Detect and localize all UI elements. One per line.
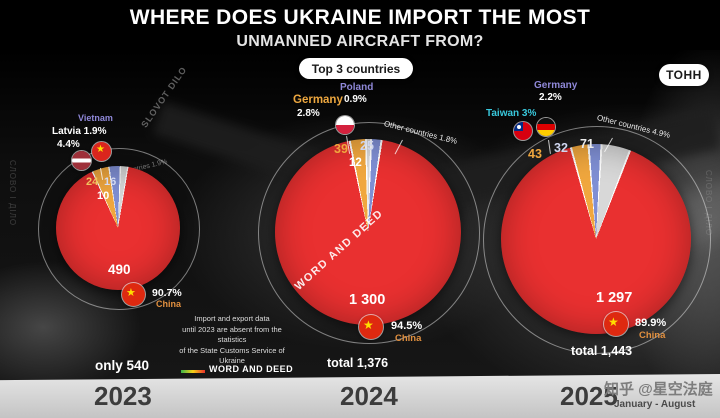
note-line-3: of the State Customs Service of Ukraine bbox=[179, 345, 285, 366]
top3-countries-badge: Top 3 countries bbox=[299, 58, 413, 79]
period-january-august: January - August bbox=[614, 399, 696, 410]
value-slice-1: 39 bbox=[334, 142, 348, 156]
pie-chart-2025 bbox=[501, 144, 691, 334]
value-china-2024: 1 300 bbox=[349, 292, 386, 308]
pie-chart-2024 bbox=[275, 139, 461, 325]
orbit-ring-2023 bbox=[38, 148, 200, 310]
label-taiwan-2025: Taiwan 3% bbox=[486, 108, 537, 119]
year-2025: 2025 bbox=[560, 381, 618, 411]
china-flag-icon: ★ bbox=[122, 283, 145, 306]
year-2024: 2024 bbox=[340, 381, 398, 411]
orbit-ring-2025 bbox=[483, 126, 711, 354]
china-flag-icon: ★ bbox=[604, 312, 628, 336]
year-2023: 2023 bbox=[94, 381, 152, 411]
note-line-1: Import and export data bbox=[194, 314, 270, 323]
value-slice-2: 32 bbox=[554, 141, 568, 155]
china-pct-2023: 90.7% bbox=[152, 287, 182, 299]
value-slice-2: 25 bbox=[360, 139, 374, 153]
latvia-flag-icon bbox=[72, 151, 91, 170]
total-2024: total 1,376 bbox=[327, 356, 389, 370]
bottom-band bbox=[0, 374, 720, 418]
value-slice-1: 24 bbox=[86, 176, 99, 188]
value-slice-1: 43 bbox=[528, 147, 542, 161]
value-china-2023: 490 bbox=[108, 262, 131, 277]
label-germany-2025: Germany bbox=[534, 80, 578, 91]
right-edge-watermark: СЛОВО І ДІЛО bbox=[704, 170, 713, 237]
value-china-2025: 1 297 bbox=[596, 290, 633, 306]
vietnam-flag-icon: ★ bbox=[92, 142, 111, 161]
poland-flag-icon bbox=[336, 116, 354, 134]
china-label-2024: China bbox=[395, 333, 422, 344]
china-pct-2024: 94.5% bbox=[391, 320, 423, 332]
left-edge-watermark: СЛОВО І ДІЛО bbox=[8, 160, 17, 227]
taiwan-flag-icon bbox=[514, 122, 532, 140]
unit-tonnes-badge: ТОНН bbox=[659, 64, 709, 86]
total-2023: only 540 bbox=[95, 358, 150, 373]
pct-germany-2024: 2.8% bbox=[297, 108, 320, 119]
china-flag-icon: ★ bbox=[359, 315, 383, 339]
zhihu-watermark: 知乎 @星空法庭 bbox=[604, 381, 713, 398]
value-slice-2: 16 bbox=[104, 176, 117, 188]
value-slice-3: 10 bbox=[97, 190, 110, 202]
label-vietnam: Vietnam bbox=[78, 113, 113, 123]
brand-word-and-deed: WORD AND DEED bbox=[209, 364, 294, 374]
brand-flag-line bbox=[181, 370, 205, 373]
orbit-ring-2024 bbox=[258, 122, 480, 344]
china-pct-2025: 89.9% bbox=[635, 317, 667, 329]
data-note: Import and export data until 2023 are ab… bbox=[170, 314, 294, 367]
label-germany-2024: Germany bbox=[293, 94, 343, 106]
germany-flag-icon bbox=[537, 118, 555, 136]
label-latvia-pct: Latvia 1.9% bbox=[52, 126, 107, 137]
page-subtitle: UNMANNED AIRCRAFT FROM? bbox=[236, 33, 484, 50]
label-pct-44: 4.4% bbox=[57, 139, 80, 150]
china-label-2023: China bbox=[156, 299, 182, 309]
value-slice-3: 71 bbox=[580, 137, 594, 151]
value-slice-3: 12 bbox=[349, 157, 362, 169]
pct-germany-2025: 2.2% bbox=[539, 92, 562, 103]
label-poland-2024: Poland bbox=[340, 82, 374, 93]
pie-chart-2023 bbox=[56, 166, 180, 290]
pct-poland-2024: 0.9% bbox=[344, 94, 367, 105]
china-label-2025: China bbox=[639, 330, 666, 341]
note-line-2: until 2023 are absent from the statistic… bbox=[182, 324, 282, 345]
page-title: WHERE DOES UKRAINE IMPORT THE MOST bbox=[129, 6, 591, 29]
total-2025: total 1,443 bbox=[571, 344, 633, 358]
